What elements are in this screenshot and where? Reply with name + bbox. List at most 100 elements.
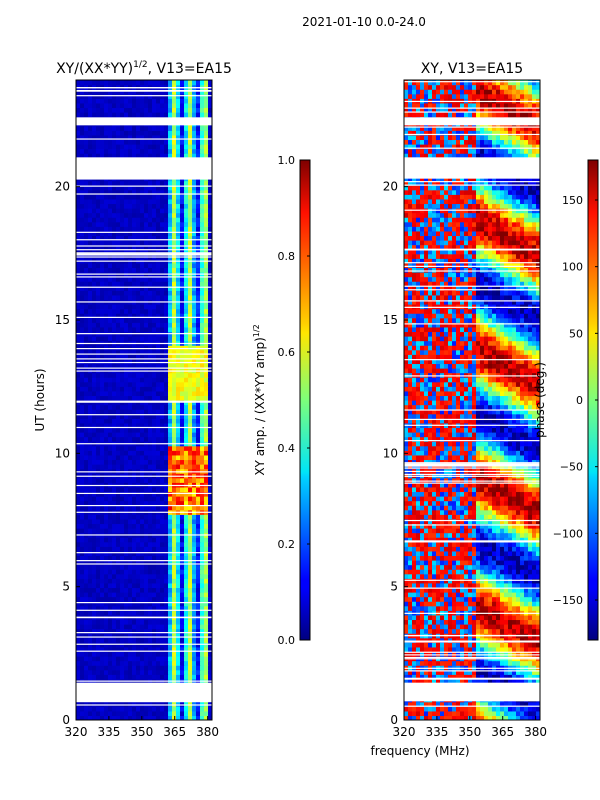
heatmap-cell (196, 276, 201, 282)
heatmap-cell (100, 281, 105, 287)
heatmap-cell (176, 628, 181, 634)
heatmap-cell (108, 322, 113, 328)
heatmap-cell (116, 221, 121, 227)
heatmap-cell (136, 482, 141, 488)
heatmap-cell (152, 276, 157, 282)
heatmap-cell (124, 244, 129, 250)
heatmap-cell (80, 235, 85, 241)
heatmap-cell (132, 180, 137, 186)
heatmap-cell (120, 144, 125, 150)
heatmap-cell (108, 326, 113, 333)
heatmap-cell (104, 528, 109, 534)
heatmap-cell (84, 546, 89, 552)
heatmap-cell (152, 230, 157, 237)
heatmap-cell (180, 363, 185, 369)
heatmap-cell (192, 569, 197, 575)
heatmap-cell (412, 710, 417, 717)
heatmap-cell (88, 546, 93, 552)
heatmap-cell (124, 386, 129, 392)
heatmap-cell (132, 363, 137, 369)
heatmap-cell (196, 496, 201, 502)
heatmap-cell (208, 624, 212, 630)
heatmap-cell (76, 468, 81, 474)
heatmap-cell (84, 148, 89, 154)
heatmap-cell (148, 98, 153, 104)
heatmap-cell (112, 235, 117, 241)
heatmap-cell (160, 304, 165, 310)
heatmap-cell (164, 180, 169, 186)
heatmap-cell (152, 395, 157, 401)
heatmap-cell (188, 432, 193, 438)
heatmap-cell (76, 706, 81, 712)
heatmap-cell (192, 546, 197, 552)
heatmap-cell (96, 418, 101, 424)
heatmap-cell (104, 601, 109, 607)
heatmap-cell (112, 134, 117, 141)
heatmap-cell (144, 294, 149, 301)
heatmap-cell (128, 701, 133, 707)
heatmap-cell (200, 546, 205, 552)
heatmap-cell (132, 313, 137, 319)
heatmap-cell (524, 710, 529, 717)
heatmap-cell (112, 326, 117, 333)
heatmap-cell (196, 226, 201, 232)
heatmap-cell (172, 486, 177, 493)
heatmap-cell (164, 409, 169, 415)
heatmap-cell (84, 98, 89, 104)
heatmap-cell (96, 409, 101, 415)
heatmap-cell (172, 144, 177, 150)
heatmap-cell (96, 528, 101, 534)
heatmap-cell (180, 377, 185, 383)
heatmap-cell (108, 221, 113, 227)
heatmap-cell (188, 381, 193, 387)
heatmap-cell (176, 450, 181, 456)
colorbar-tick-label: 0.8 (278, 250, 296, 263)
heatmap-cell (120, 377, 125, 383)
heatmap-cell (96, 546, 101, 552)
heatmap-cell (192, 523, 197, 529)
heatmap-cell (76, 569, 81, 575)
heatmap-cell (416, 701, 421, 707)
heatmap-cell (200, 418, 205, 424)
heatmap-cell (112, 363, 117, 369)
heatmap-cell (136, 208, 141, 214)
heatmap-cell (152, 573, 157, 579)
heatmap-cell (144, 560, 149, 566)
heatmap-cell (76, 253, 81, 259)
heatmap-cell (204, 98, 209, 104)
heatmap-cell (84, 134, 89, 141)
heatmap-cell (152, 107, 157, 113)
heatmap-cell (84, 381, 89, 387)
heatmap-cell (156, 326, 161, 333)
heatmap-cell (132, 482, 137, 488)
heatmap-cell (132, 710, 137, 717)
heatmap-cell (200, 518, 205, 525)
heatmap-cell (148, 528, 153, 534)
heatmap-cell (156, 477, 161, 483)
heatmap-cell (84, 642, 89, 648)
heatmap-cell (140, 482, 145, 488)
heatmap-cell (80, 381, 85, 387)
heatmap-cell (416, 706, 421, 712)
heatmap-cell (84, 464, 89, 470)
heatmap-cell (92, 230, 97, 237)
heatmap-cell (524, 706, 529, 712)
heatmap-cell (172, 541, 177, 547)
heatmap-cell (112, 464, 117, 470)
heatmap-cell (108, 308, 113, 314)
heatmap-cell (92, 427, 97, 433)
heatmap-cell (444, 715, 449, 720)
heatmap-cell (100, 404, 105, 410)
heatmap-cell (208, 665, 212, 671)
heatmap-cell (136, 459, 141, 465)
heatmap-cell (76, 363, 81, 369)
heatmap-cell (76, 249, 81, 255)
heatmap-cell (112, 642, 117, 648)
heatmap-cell (160, 285, 165, 291)
heatmap-cell (200, 710, 205, 717)
heatmap-cell (100, 624, 105, 630)
heatmap-cell (80, 523, 85, 529)
heatmap-cell (104, 715, 109, 720)
heatmap-cell (192, 80, 197, 86)
heatmap-cell (140, 249, 145, 255)
